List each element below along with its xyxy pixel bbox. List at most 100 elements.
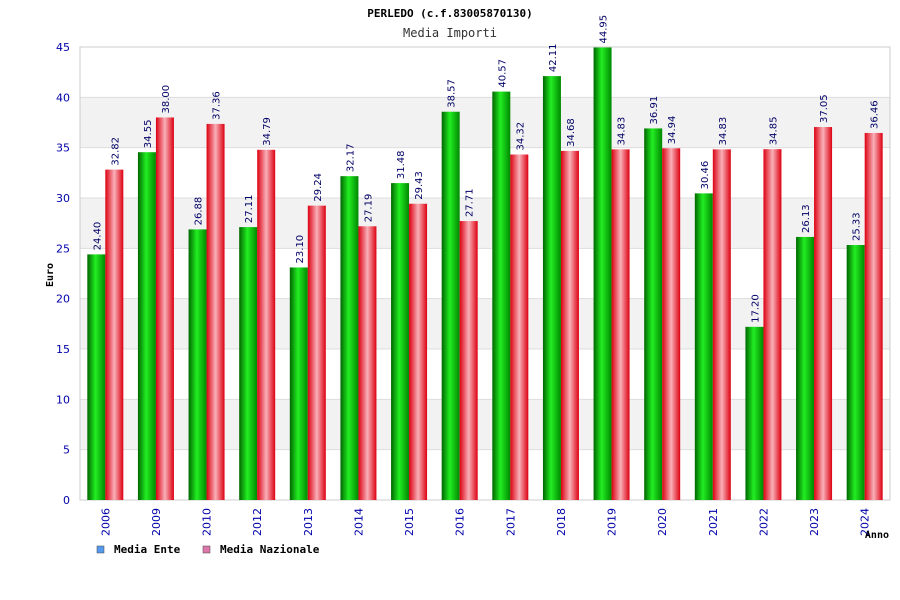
x-axis-ticks: 2006 2009 2010 2012 2013 2014 2015 2016 2017 2018… — [99, 508, 871, 536]
data-label-media-nazionale-2015: 29.43 — [414, 171, 425, 200]
x-tick-label-2016: 2016 — [454, 508, 467, 536]
y-axis-label: Euro — [45, 263, 56, 287]
x-tick-label-2012: 2012 — [251, 508, 264, 536]
data-label-media-nazionale-2012: 34.79 — [262, 117, 273, 146]
x-tick-label-2020: 2020 — [656, 508, 669, 536]
bar-media-ente-2017 — [492, 91, 511, 500]
bar-media-ente-2021 — [694, 193, 713, 501]
y-tick-label: 45 — [56, 41, 70, 54]
y-axis-ticks: 0 5 10 15 20 25 30 35 40 45 — [56, 41, 70, 507]
legend-label-media-ente: Media Ente — [114, 543, 181, 556]
data-labels: 24.40 32.82 34.55 38.00 26.88 37.36 27.11 34.79… — [92, 15, 880, 323]
data-label-media-nazionale-2018: 34.68 — [566, 118, 577, 147]
x-tick-label-2018: 2018 — [555, 508, 568, 536]
bar-media-ente-2022 — [745, 326, 764, 500]
bar-media-ente-2020 — [644, 128, 663, 500]
bar-media-nazionale-2016 — [459, 221, 478, 500]
data-label-media-ente-2009: 34.55 — [143, 120, 154, 149]
x-tick-label-2021: 2021 — [707, 508, 720, 536]
bar-media-nazionale-2022 — [763, 149, 782, 500]
data-label-media-ente-2010: 26.88 — [194, 197, 205, 226]
x-tick-label-2015: 2015 — [403, 508, 416, 536]
y-tick-label: 10 — [56, 393, 70, 406]
legend-swatch-media-ente — [96, 545, 105, 554]
bar-media-nazionale-2020 — [662, 148, 681, 500]
data-label-media-ente-2016: 38.57 — [447, 79, 458, 108]
bar-media-ente-2018 — [542, 76, 561, 501]
bar-media-nazionale-2009 — [155, 117, 174, 500]
x-axis-label: Anno — [865, 530, 889, 541]
x-tick-label-2019: 2019 — [606, 508, 619, 536]
bar-media-ente-2015 — [391, 183, 410, 501]
data-label-media-ente-2006: 24.40 — [92, 222, 103, 251]
data-label-media-ente-2024: 25.33 — [852, 212, 863, 241]
bars — [87, 47, 883, 501]
legend-label-media-nazionale: Media Nazionale — [220, 543, 320, 556]
data-label-media-ente-2022: 17.20 — [750, 294, 761, 323]
bar-media-ente-2006 — [87, 254, 106, 500]
bar-media-ente-2010 — [188, 229, 207, 500]
data-label-media-nazionale-2009: 38.00 — [161, 85, 172, 114]
data-label-media-nazionale-2020: 34.94 — [667, 116, 678, 145]
bar-media-nazionale-2023 — [814, 127, 833, 500]
data-label-media-nazionale-2024: 36.46 — [870, 100, 881, 129]
data-label-media-nazionale-2010: 37.36 — [212, 91, 223, 120]
y-tick-label: 0 — [63, 494, 70, 507]
data-label-media-nazionale-2019: 34.83 — [617, 117, 628, 146]
bar-media-ente-2013 — [289, 267, 308, 500]
x-tick-label-2009: 2009 — [150, 508, 163, 536]
bar-media-ente-2014 — [340, 176, 359, 500]
plot-frame — [79, 46, 891, 501]
bar-media-nazionale-2006 — [105, 169, 124, 500]
bar-media-nazionale-2015 — [409, 203, 428, 500]
legend: Media Ente Media Nazionale — [96, 543, 320, 556]
data-label-media-ente-2021: 30.46 — [700, 161, 711, 190]
data-label-media-nazionale-2023: 37.05 — [819, 94, 830, 123]
bar-media-nazionale-2010 — [206, 123, 225, 500]
bar-media-nazionale-2024 — [864, 132, 883, 500]
y-tick-label: 20 — [56, 293, 70, 306]
x-tick-label-2006: 2006 — [99, 508, 112, 536]
data-label-media-ente-2014: 32.17 — [345, 144, 356, 173]
bar-media-nazionale-2017 — [510, 154, 529, 500]
data-label-media-nazionale-2006: 32.82 — [110, 137, 121, 166]
data-label-media-ente-2012: 27.11 — [244, 194, 255, 223]
y-tick-label: 15 — [56, 343, 70, 356]
data-label-media-nazionale-2022: 34.85 — [768, 117, 779, 146]
bar-media-ente-2024 — [846, 245, 865, 500]
bar-media-nazionale-2021 — [712, 149, 731, 501]
y-tick-label: 25 — [56, 242, 70, 255]
bar-media-ente-2016 — [441, 111, 460, 500]
data-label-media-ente-2017: 40.57 — [497, 59, 508, 88]
data-label-media-nazionale-2021: 34.83 — [718, 117, 729, 146]
bar-media-ente-2012 — [239, 227, 258, 501]
y-tick-label: 5 — [63, 444, 70, 457]
bar-media-nazionale-2018 — [560, 150, 579, 500]
data-label-media-nazionale-2016: 27.71 — [465, 188, 476, 217]
bar-media-nazionale-2019 — [611, 149, 630, 501]
legend-swatch-media-nazionale — [202, 545, 211, 554]
data-label-media-ente-2015: 31.48 — [396, 150, 407, 179]
data-label-media-nazionale-2014: 27.19 — [363, 194, 374, 223]
data-label-media-ente-2023: 26.13 — [801, 204, 812, 233]
x-tick-label-2023: 2023 — [808, 508, 821, 536]
x-tick-label-2010: 2010 — [201, 508, 214, 536]
x-tick-label-2024: 2024 — [859, 508, 872, 536]
x-tick-label-2022: 2022 — [757, 508, 770, 536]
data-label-media-nazionale-2013: 29.24 — [313, 173, 324, 202]
bar-media-ente-2009 — [137, 152, 156, 501]
x-tick-label-2017: 2017 — [504, 508, 517, 536]
data-label-media-ente-2018: 42.11 — [548, 43, 559, 72]
chart-title: PERLEDO (c.f.83005870130) — [367, 7, 533, 20]
x-tick-label-2013: 2013 — [302, 508, 315, 536]
y-tick-label: 35 — [56, 142, 70, 155]
data-label-media-nazionale-2017: 34.32 — [515, 122, 526, 151]
x-tick-label-2014: 2014 — [352, 508, 365, 536]
bar-media-nazionale-2014 — [358, 226, 377, 500]
chart-subtitle: Media Importi — [403, 26, 497, 40]
y-tick-label: 40 — [56, 91, 70, 104]
data-label-media-ente-2019: 44.95 — [599, 15, 610, 44]
data-label-media-ente-2013: 23.10 — [295, 235, 306, 264]
